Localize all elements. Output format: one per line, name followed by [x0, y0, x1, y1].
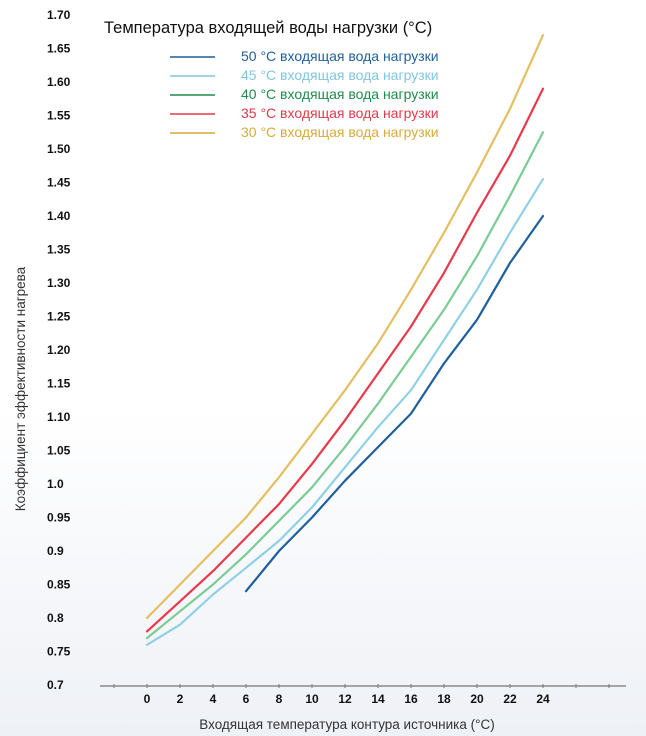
x-tick-label: 4 [210, 692, 217, 706]
y-tick-label: 1.45 [47, 176, 71, 190]
series-line [244, 214, 545, 593]
y-tick-label: 1.50 [47, 142, 71, 156]
y-tick-label: 1.70 [47, 8, 71, 22]
legend-label: 45 °C входящая вода нагрузки [241, 67, 439, 83]
y-tick-label: 0.9 [47, 544, 64, 558]
y-tick-label: 1.35 [47, 243, 71, 257]
legend-label: 40 °C входящая вода нагрузки [241, 86, 439, 102]
x-axis: 0 2 4 6 8 10 12 14 16 18 20 22 24 [113, 684, 610, 706]
y-tick-label: 1.20 [47, 343, 71, 357]
series-line [145, 87, 545, 633]
x-tick-label: 22 [503, 692, 517, 706]
x-tick-label: 20 [470, 692, 484, 706]
chart-title: Температура входящей воды нагрузки (°C) [104, 19, 432, 37]
y-tick-label: 1.65 [47, 42, 71, 56]
y-tick-label: 0.95 [47, 511, 71, 525]
y-tick-label: 1.55 [47, 109, 71, 123]
y-tick-label: 0.7 [47, 678, 64, 692]
x-tick-label: 8 [276, 692, 283, 706]
y-tick-label: 0.85 [47, 578, 71, 592]
series-line [145, 33, 545, 620]
y-axis-title: Коэффициент эффективности нагрева [13, 266, 28, 511]
x-tick-label: 12 [338, 692, 352, 706]
y-axis: 0.7 0.75 0.8 0.85 0.9 0.95 1.0 1.05 1.10 1.15 1.20… [47, 8, 71, 692]
y-tick-label: 1.25 [47, 310, 71, 324]
x-tick-label: 14 [371, 692, 385, 706]
x-tick-label: 2 [177, 692, 184, 706]
x-tick-label: 18 [437, 692, 451, 706]
y-tick-label: 1.30 [47, 276, 71, 290]
legend-label: 50 °C входящая вода нагрузки [241, 48, 439, 64]
y-tick-label: 0.75 [47, 645, 71, 659]
x-tick-label: 6 [243, 692, 250, 706]
x-axis-title: Входящая температура контура источника (… [199, 717, 494, 732]
y-tick-label: 1.0 [47, 477, 64, 491]
x-tick-label: 0 [144, 692, 151, 706]
x-tick-label: 10 [305, 692, 319, 706]
legend-label: 30 °C входящая вода нагрузки [241, 124, 439, 140]
legend-label: 35 °C входящая вода нагрузки [241, 105, 439, 121]
series-line [145, 178, 545, 646]
y-tick-label: 1.05 [47, 444, 71, 458]
x-tick-label: 16 [404, 692, 418, 706]
y-tick-label: 1.40 [47, 209, 71, 223]
y-tick-label: 1.15 [47, 377, 71, 391]
legend: 50 °C входящая вода нагрузки 45 °C входящ… [170, 48, 439, 140]
y-tick-label: 1.10 [47, 410, 71, 424]
x-tick-label: 24 [536, 692, 550, 706]
y-tick-label: 0.8 [47, 611, 64, 625]
series-line [145, 131, 545, 640]
series-lines [145, 33, 545, 646]
y-tick-label: 1.60 [47, 75, 71, 89]
